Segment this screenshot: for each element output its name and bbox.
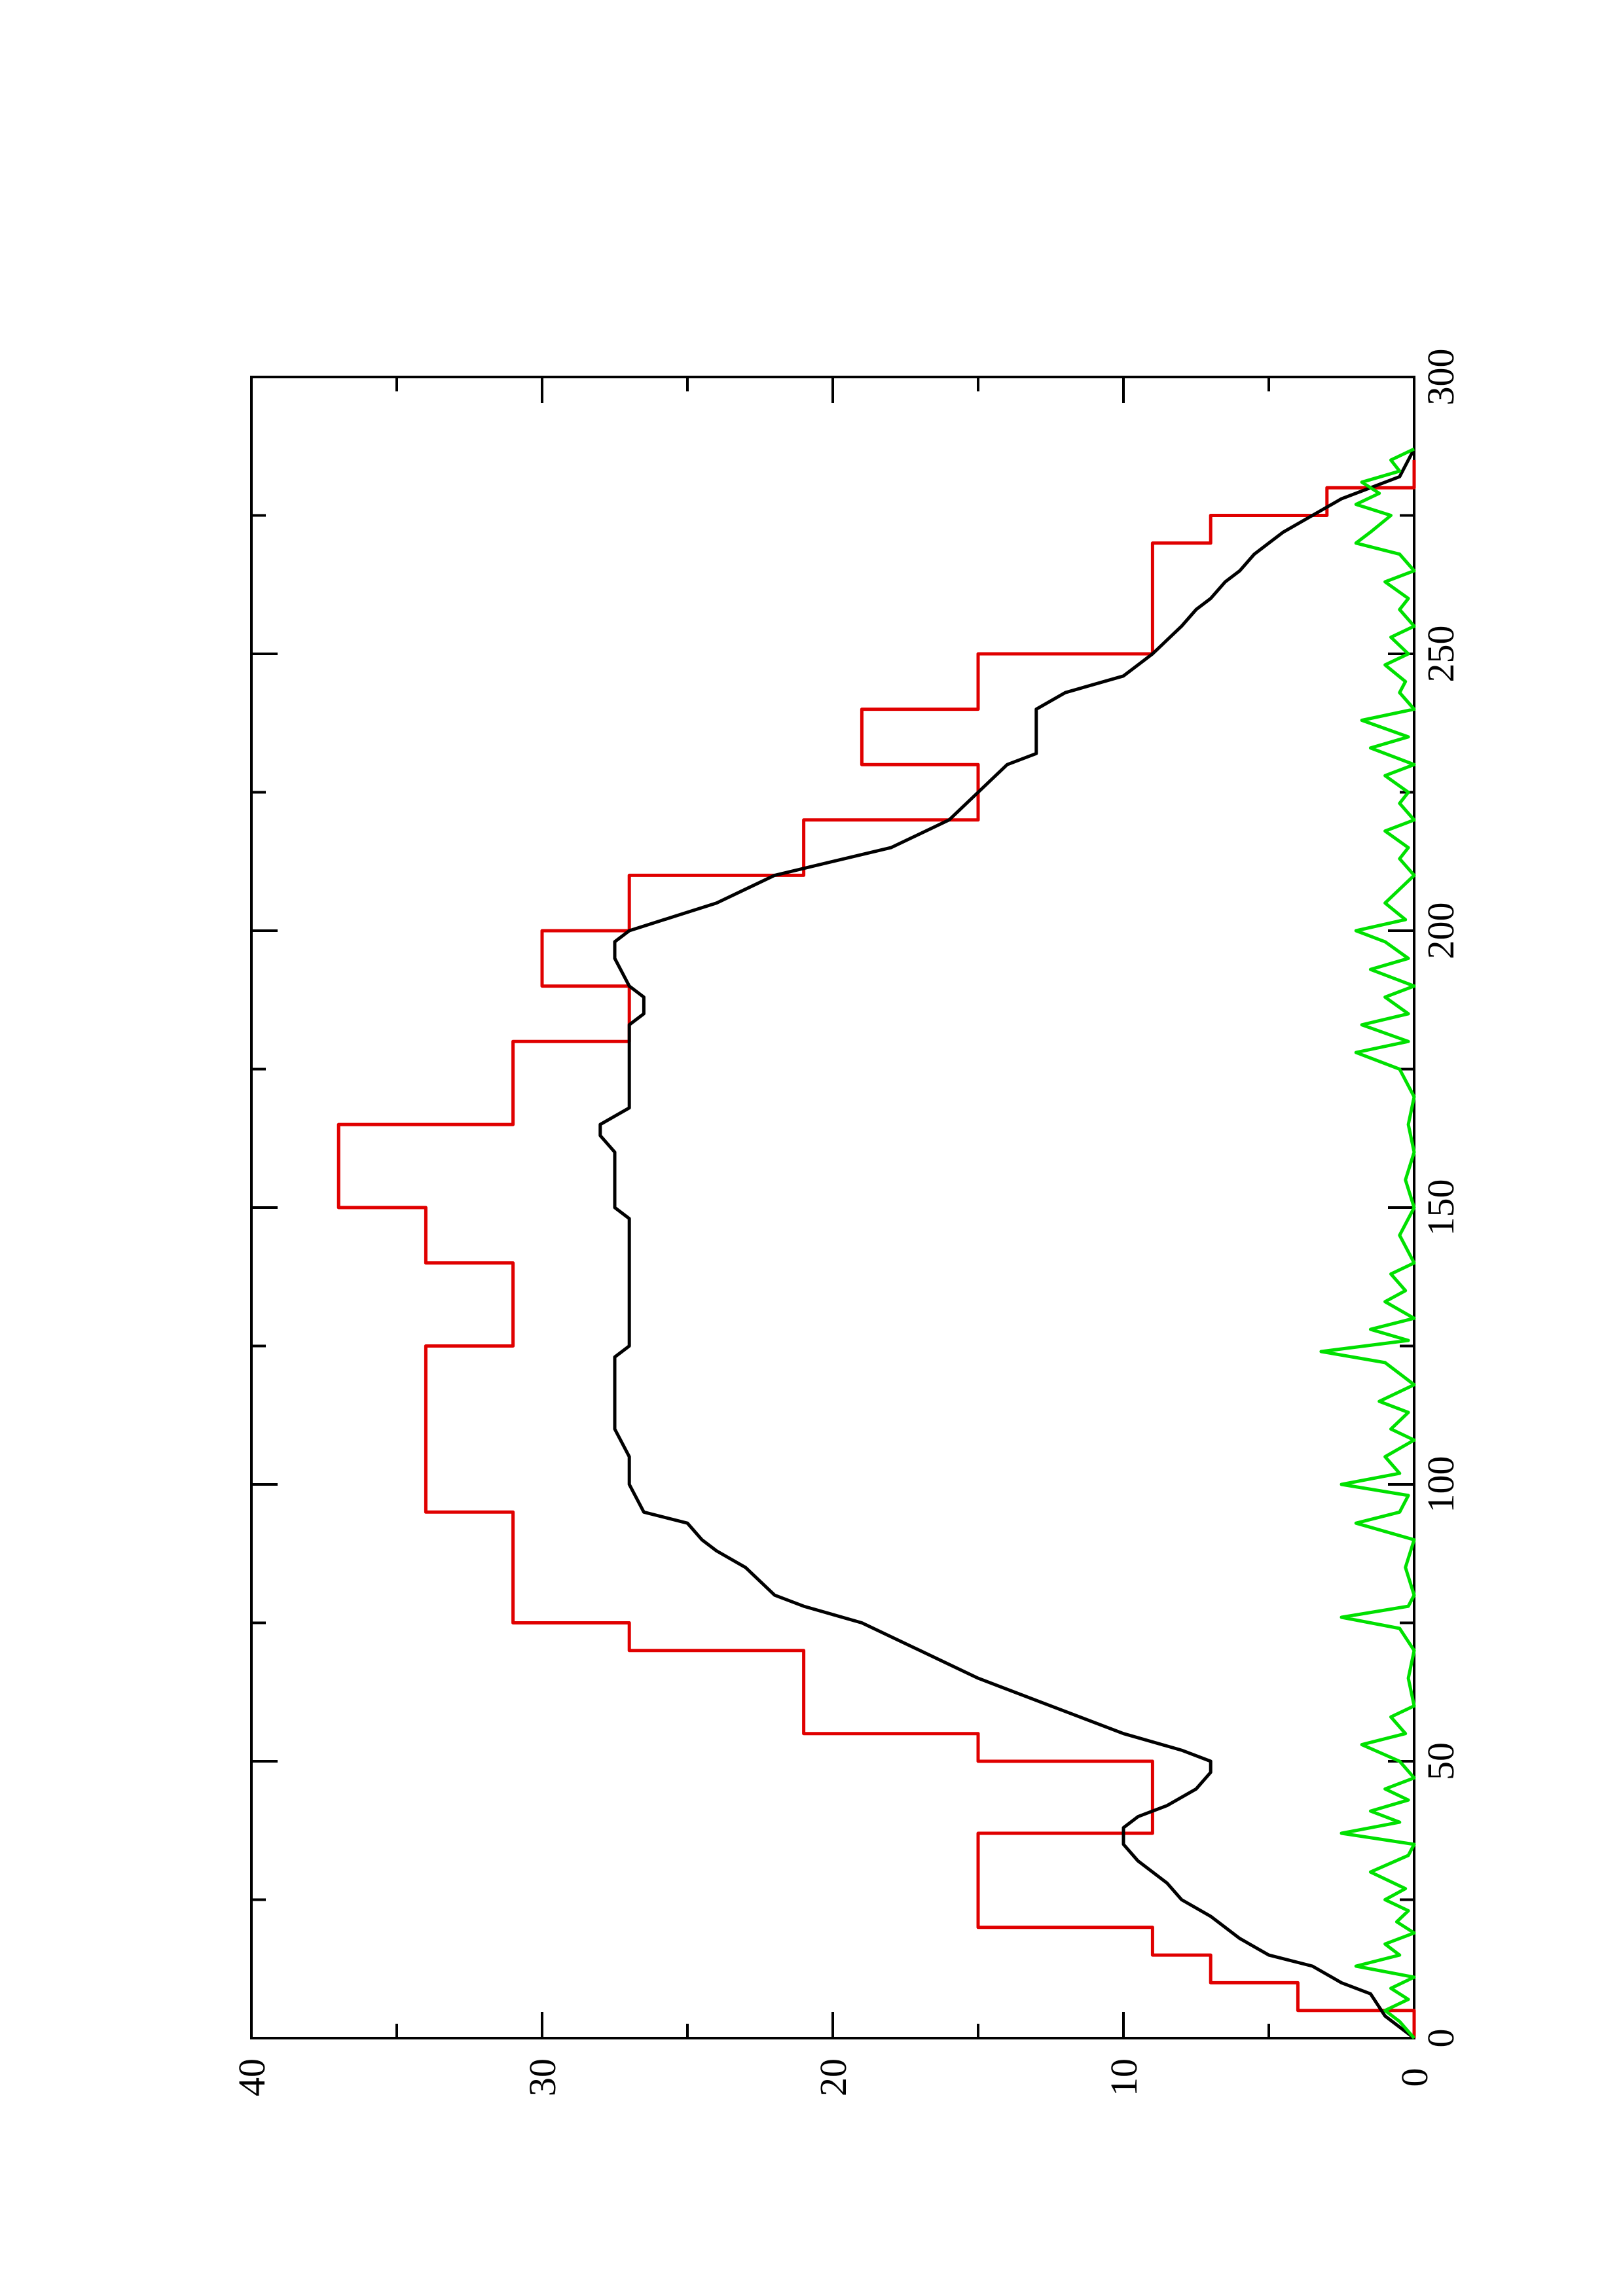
y-tick-label: 10	[1103, 2058, 1145, 2096]
axis-tick-labels: 0 50 100 150 200 250 300 0 10 20 30 40	[230, 349, 1462, 2097]
x-tick-label: 0	[1419, 2029, 1462, 2048]
series-line-0	[337, 459, 1416, 2038]
x-tick-label: 50	[1419, 1742, 1462, 1780]
x-tick-label: 150	[1419, 1179, 1462, 1236]
series-line-2	[1319, 447, 1416, 2039]
y-tick-label: 40	[230, 2058, 273, 2096]
x-tick-label: 300	[1419, 349, 1462, 406]
series-line-1	[598, 448, 1416, 2039]
x-tick-label: 100	[1419, 1456, 1462, 1513]
series-layer	[337, 447, 1416, 2039]
y-tick-label: 30	[521, 2058, 564, 2096]
x-tick-label: 250	[1419, 626, 1462, 683]
x-tick-label: 200	[1419, 903, 1462, 960]
y-tick-label: 0	[1393, 2068, 1436, 2087]
y-tick-label: 20	[812, 2058, 854, 2096]
axis-ticks	[250, 376, 1415, 2039]
